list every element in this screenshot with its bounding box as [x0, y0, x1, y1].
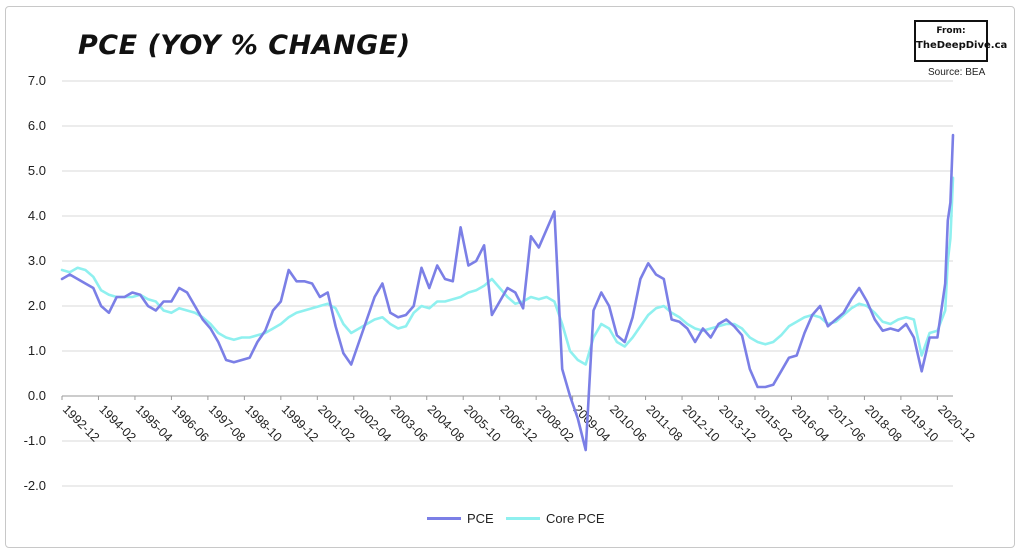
y-tick-label: 6.0 — [28, 118, 46, 133]
y-tick-label: 0.0 — [28, 388, 46, 403]
logo: From: TheDeepDive.ca — [914, 20, 1008, 62]
y-tick-label: 7.0 — [28, 73, 46, 88]
logo-from: From: — [936, 26, 966, 36]
legend-item-core-pce: Core PCE — [506, 511, 605, 526]
x-tick-label: 1998-10 — [242, 402, 284, 444]
x-tick-label: 2002-04 — [352, 402, 394, 444]
x-tick-label: 2009-04 — [571, 402, 613, 444]
x-tick-label: 2008-02 — [534, 402, 576, 444]
legend-label-pce: PCE — [467, 511, 494, 526]
x-tick-label: 1999-12 — [279, 402, 321, 444]
y-tick-label: 3.0 — [28, 253, 46, 268]
legend-label-core-pce: Core PCE — [546, 511, 605, 526]
x-tick-label: 2011-08 — [643, 402, 685, 444]
logo-site: TheDeepDive.ca — [916, 40, 1008, 51]
y-tick-label: -1.0 — [24, 433, 46, 448]
y-tick-label: 4.0 — [28, 208, 46, 223]
y-tick-label: 5.0 — [28, 163, 46, 178]
legend-swatch-pce — [427, 517, 461, 520]
x-tick-label: 2005-10 — [461, 402, 503, 444]
x-tick-label: 2017-06 — [826, 402, 868, 444]
chart-frame — [5, 6, 1015, 548]
legend-item-pce: PCE — [427, 511, 494, 526]
series-line-core-pce — [60, 176, 955, 366]
legend: PCE Core PCE — [0, 511, 1024, 531]
x-tick-label: 1995-04 — [133, 402, 175, 444]
y-tick-label: 1.0 — [28, 343, 46, 358]
x-tick-label: 2013-12 — [716, 402, 758, 444]
chart-title: PCE (YOY % CHANGE) — [78, 30, 411, 61]
x-tick-label: 2018-08 — [862, 402, 904, 444]
y-tick-label: -2.0 — [24, 478, 46, 493]
x-tick-label: 2006-12 — [498, 402, 540, 444]
x-tick-label: 1996-06 — [169, 402, 211, 444]
x-tick-label: 2012-10 — [680, 402, 722, 444]
x-tick-label: 2010-06 — [607, 402, 649, 444]
source-note: Source: BEA — [928, 67, 986, 78]
x-tick-label: 1992-12 — [60, 402, 102, 444]
x-tick-label: 2020-12 — [935, 402, 977, 444]
x-tick-label: 1994-02 — [96, 402, 138, 444]
series-line-pce — [60, 133, 955, 452]
x-tick-label: 2004-08 — [425, 402, 467, 444]
x-tick-label: 2003-06 — [388, 402, 430, 444]
y-tick-label: 2.0 — [28, 298, 46, 313]
x-tick-label: 1997-08 — [206, 402, 248, 444]
x-tick-label: 2016-04 — [789, 402, 831, 444]
x-tick-label: 2019-10 — [899, 402, 941, 444]
legend-swatch-core-pce — [506, 517, 540, 520]
x-tick-label: 2015-02 — [753, 402, 795, 444]
x-tick-label: 2001-02 — [315, 402, 357, 444]
